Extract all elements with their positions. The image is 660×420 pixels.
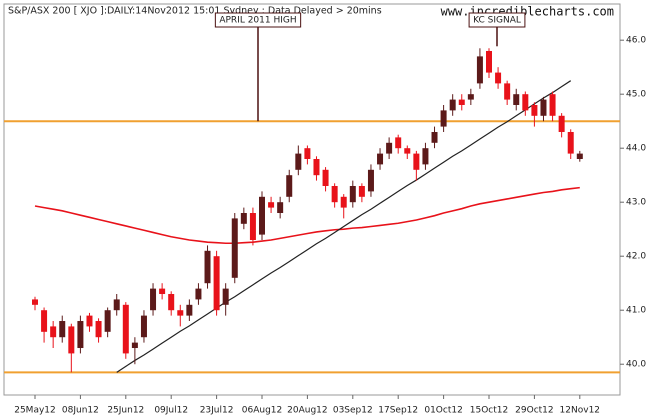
candle-body [131,342,138,349]
candle-body [440,110,447,127]
candle-body [558,115,565,132]
candle-body [540,99,547,116]
x-tick-label: 08Jun12 [62,406,99,416]
candle-body [213,256,220,311]
candle-body [476,56,483,84]
x-tick-label: 29Oct12 [515,406,553,416]
candle-body [467,94,474,100]
candle-body [86,315,93,327]
candle-body [431,131,438,143]
candle-body [404,148,411,154]
trend-line [116,80,572,373]
x-tick-label: 09Jul12 [154,406,188,416]
candle-body [531,104,538,116]
chart-title: S&P/ASX 200 [ XJO ]:DAILY:14Nov2012 15:0… [8,6,382,17]
candle-body [177,310,184,316]
x-tick-label: 20Aug12 [287,406,327,416]
candle-body [449,99,456,111]
candle-body [168,294,175,311]
x-tick-label: 06Aug12 [242,406,282,416]
candle-body [504,83,511,100]
candle-body [41,310,48,332]
candle-body [113,299,120,311]
candle-body [495,72,502,84]
candle-body [304,148,311,159]
y-tick-label: 40.0 [626,360,646,370]
candle-body [522,94,529,111]
candle-body [122,304,129,354]
candle-body [458,99,465,105]
candle-body [576,153,583,159]
candle-body [322,169,329,186]
y-tick-label: 44.0 [626,144,646,154]
candle-body [413,153,420,170]
x-tick-label: 17Sep12 [378,406,418,416]
candle-body [331,185,338,203]
candle-body [50,326,57,338]
candle-body [268,202,275,208]
annotation-box [468,12,526,28]
candle-body [349,185,356,203]
candle-body [204,250,211,284]
candle-body [549,94,556,116]
candle-body [358,185,365,197]
candle-body [186,304,193,316]
candle-body [486,50,492,73]
annotation-label: APRIL 2011 HIGH [219,16,296,26]
y-tick-label: 45.0 [626,90,646,100]
candle-body [295,153,302,170]
x-tick-label: 23Jul12 [200,406,234,416]
candle-body [222,288,229,305]
x-tick-label: 15Oct12 [470,406,508,416]
candle-body [150,288,157,311]
candle-body [513,94,520,105]
y-tick-label: 42.0 [626,252,646,262]
candle-body [567,131,574,154]
candle-body [422,148,429,165]
candle-body [377,153,384,165]
candle-body [386,142,393,154]
candle-body [95,321,102,338]
candle-body [340,196,347,208]
candle-body [367,169,374,192]
candle-body [395,137,402,149]
candle-body [313,158,320,176]
x-tick-label: 25May12 [14,406,56,416]
candle-body [59,321,66,338]
candle-body [32,299,38,305]
y-tick-label: 41.0 [626,306,646,316]
x-tick-label: 12Nov12 [560,406,600,416]
candle-body [195,288,202,300]
y-tick-label: 43.0 [626,198,646,208]
candle-body [249,213,256,241]
candle-body [159,288,166,295]
candle-body [231,218,238,278]
candle-body [77,321,84,349]
candle-body [277,202,284,214]
candle-body [104,310,111,332]
y-tick-label: 46.0 [626,36,646,46]
candle-body [240,213,247,224]
annotation-label: KC SIGNAL [473,16,521,26]
x-tick-label: 01Oct12 [424,406,462,416]
annotation-box [214,12,302,28]
candle-body [140,315,147,338]
candle-body [259,196,265,235]
moving-average [34,186,580,245]
x-tick-label: 03Sep12 [333,406,373,416]
watermark: www.incrediblecharts.com [441,5,614,19]
x-tick-label: 25Jun12 [107,406,144,416]
candle-body [286,175,293,197]
candle-body [68,326,75,354]
